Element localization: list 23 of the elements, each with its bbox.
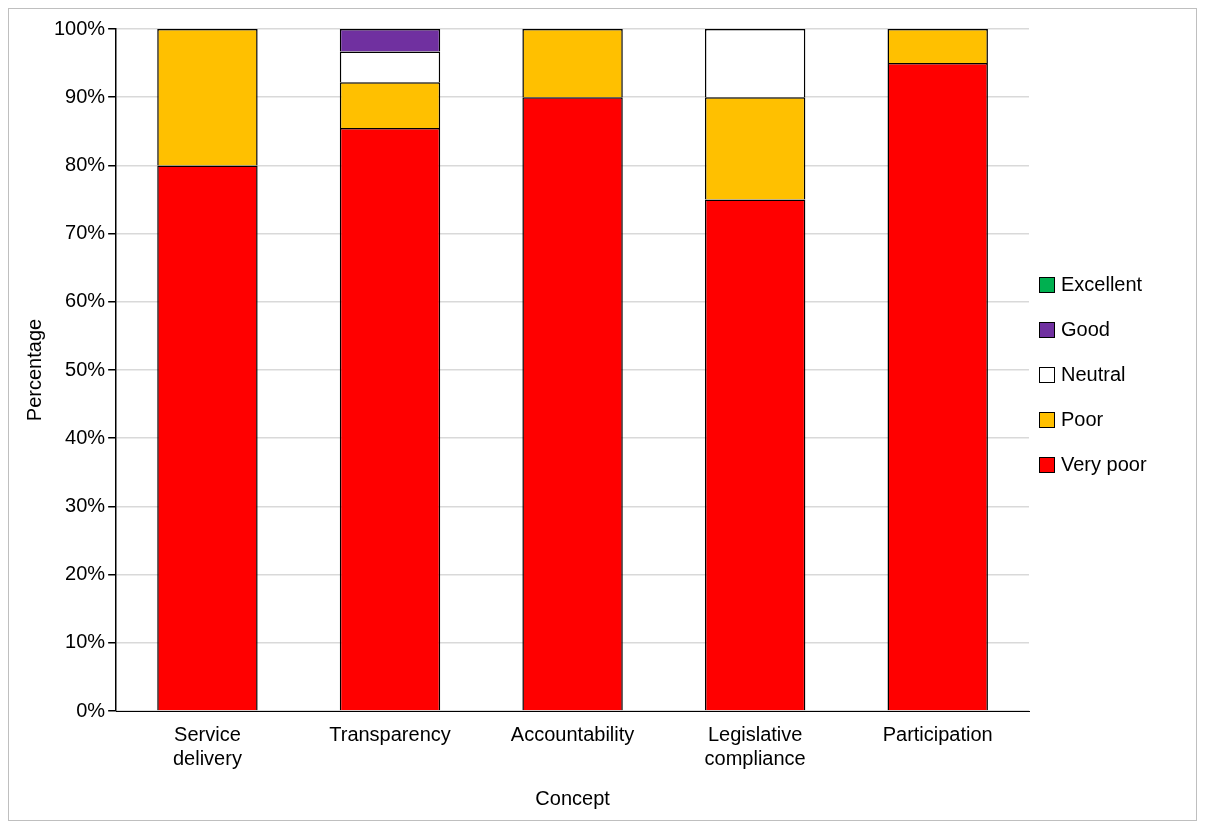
legend-label: Poor [1061, 408, 1104, 431]
x-tick-label: Transparency [329, 722, 451, 745]
x-tick-label: Accountability [510, 722, 635, 745]
y-tick-label: 20% [65, 562, 106, 585]
x-tick-label: Participation [882, 722, 993, 745]
y-tick-label: 30% [65, 493, 106, 516]
y-tick-label: 0% [76, 698, 106, 721]
legend-label: Very poor [1061, 453, 1147, 476]
y-axis-title: Percentage [22, 318, 45, 422]
x-axis-title: Concept [535, 786, 611, 809]
legend-label: Neutral [1061, 363, 1126, 386]
y-tick-label: 100% [54, 16, 106, 39]
legend-label: Excellent [1061, 273, 1143, 296]
x-tick-label: Legislative compliance [704, 722, 806, 769]
x-tick-label: Service delivery [172, 722, 242, 769]
y-tick-label: 70% [65, 221, 106, 244]
y-tick-label: 40% [65, 425, 106, 448]
y-tick-label: 60% [65, 289, 106, 312]
y-tick-label: 90% [65, 84, 106, 107]
y-tick-label: 50% [65, 357, 106, 380]
y-tick-label: 10% [65, 630, 106, 653]
legend-label: Good [1061, 318, 1110, 341]
y-tick-label: 80% [65, 152, 106, 175]
